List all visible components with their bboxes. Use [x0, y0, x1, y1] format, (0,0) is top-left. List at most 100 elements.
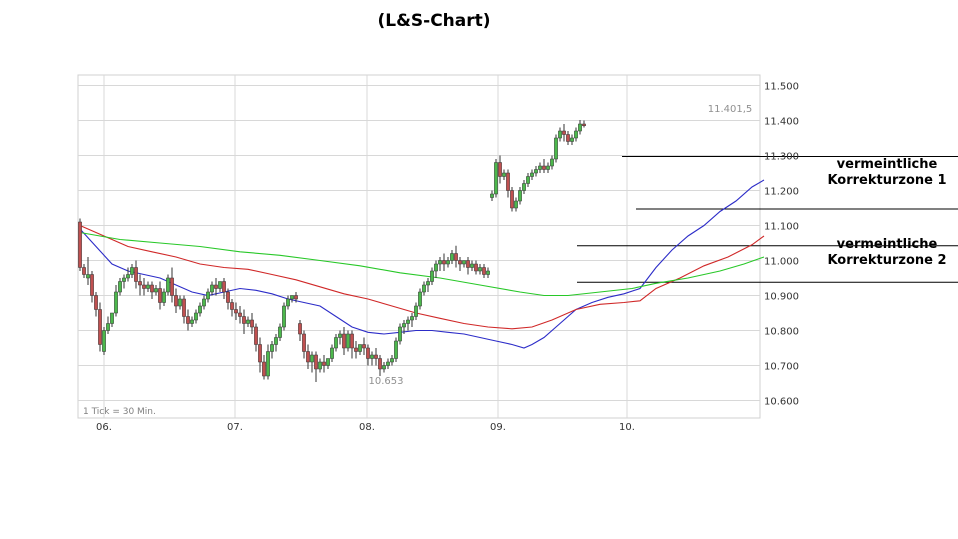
candle	[462, 260, 466, 268]
candle	[218, 281, 222, 292]
candle	[262, 355, 266, 380]
candle	[238, 306, 242, 324]
candle	[374, 348, 378, 366]
candle	[210, 281, 214, 296]
candle-body	[142, 284, 146, 289]
zone-2-label-line-2: Korrekturzone 2	[827, 253, 947, 268]
candle	[398, 323, 402, 345]
candle	[202, 295, 206, 310]
candle-body	[222, 281, 226, 293]
candle-body	[430, 270, 434, 282]
candle	[562, 124, 566, 142]
tick-note: 1 Tick = 30 Min.	[83, 407, 156, 417]
candle-body	[298, 323, 302, 335]
candle	[366, 344, 370, 366]
candle	[86, 257, 90, 285]
candle	[406, 316, 410, 331]
zone-2-label-line-1: vermeintliche	[836, 237, 938, 252]
candle	[418, 288, 422, 310]
candle	[570, 134, 574, 145]
candle	[186, 309, 190, 331]
candle-body	[238, 312, 242, 317]
candle-body	[546, 165, 550, 170]
candle	[250, 313, 254, 334]
candle	[438, 257, 442, 271]
candle-body	[498, 162, 502, 177]
low-value-label: 10.653	[369, 376, 404, 387]
candle-body	[334, 337, 338, 349]
candle	[78, 218, 82, 271]
candle	[286, 295, 290, 310]
candle	[290, 295, 294, 303]
candle-body	[218, 281, 222, 289]
y-tick-label: 11.500	[764, 82, 799, 93]
candle	[234, 302, 238, 320]
candle-body	[98, 309, 102, 345]
candle	[338, 330, 342, 345]
candle	[102, 327, 106, 355]
candle	[230, 299, 234, 317]
candle-body	[134, 267, 138, 282]
candle-body	[118, 281, 122, 293]
candle-body	[230, 302, 234, 310]
y-tick-label: 10.600	[764, 397, 799, 408]
candle	[498, 155, 502, 184]
candle	[154, 285, 158, 296]
candle	[166, 274, 170, 296]
candle	[106, 316, 110, 334]
candle-body	[314, 354, 318, 370]
candle	[542, 159, 546, 173]
candle-body	[470, 263, 474, 268]
candle-body	[94, 295, 98, 310]
candle-body	[114, 291, 118, 314]
candle	[422, 281, 426, 296]
ma-slow-line	[79, 231, 765, 297]
candle-body	[122, 277, 126, 282]
candle-body	[486, 270, 490, 275]
candle-body	[358, 344, 362, 352]
candle	[98, 302, 102, 352]
candle	[254, 323, 258, 352]
candle	[382, 362, 386, 373]
candle	[550, 155, 554, 170]
candle-body	[418, 291, 422, 307]
candle	[222, 278, 226, 299]
candle-body	[310, 354, 314, 363]
candle	[130, 264, 134, 278]
candle-body	[266, 351, 270, 377]
candle-body	[154, 288, 158, 293]
candle	[410, 313, 414, 327]
candle	[474, 260, 478, 275]
candle	[546, 162, 550, 173]
candle	[450, 250, 454, 264]
candle-body	[458, 260, 462, 265]
candle-body	[146, 284, 150, 289]
candle	[142, 278, 146, 296]
candle	[394, 337, 398, 362]
candle	[458, 257, 462, 271]
candle	[310, 351, 314, 373]
candle-body	[262, 361, 266, 377]
candle	[174, 288, 178, 313]
candle-body	[138, 281, 142, 286]
candle-body	[82, 267, 86, 275]
candle	[306, 344, 310, 369]
candle-body	[534, 169, 538, 174]
candle	[414, 302, 418, 320]
candle-body	[382, 365, 386, 370]
candle	[114, 285, 118, 317]
candle	[162, 288, 166, 306]
candle	[82, 264, 86, 278]
candle	[326, 358, 330, 369]
candlesticks	[78, 119, 586, 382]
candle-body	[330, 347, 334, 359]
candle-body	[210, 284, 214, 293]
candle	[194, 309, 198, 324]
candle-body	[166, 277, 170, 293]
candle	[158, 281, 162, 310]
candle-body	[126, 274, 130, 279]
candle	[554, 134, 558, 163]
candle-body	[86, 274, 90, 279]
candle	[386, 358, 390, 369]
